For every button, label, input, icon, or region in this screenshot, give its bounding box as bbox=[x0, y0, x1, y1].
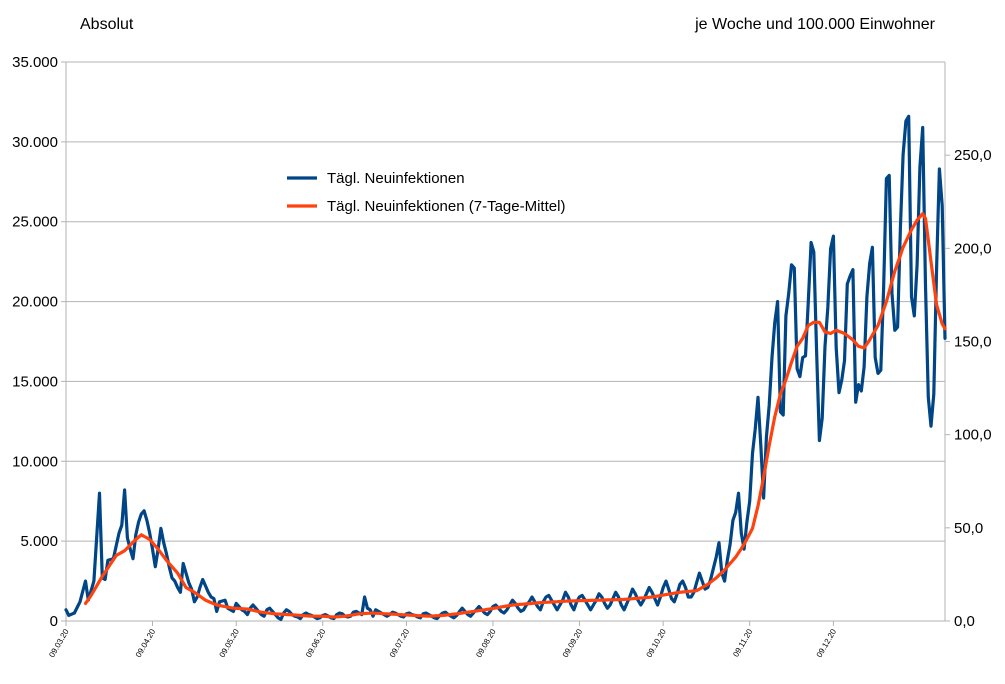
legend-label-7day-mean: Tägl. Neuinfektionen (7-Tage-Mittel) bbox=[327, 198, 565, 215]
y-left-tick-label: 35.000 bbox=[12, 54, 58, 71]
x-tick-label: 09.10.20 bbox=[645, 627, 669, 659]
x-tick-label: 09.03.20 bbox=[47, 627, 71, 659]
legend: Tägl. Neuinfektionen Tägl. Neuinfektionen… bbox=[287, 170, 565, 215]
right-axis-title: je Woche und 100.000 Einwohner bbox=[695, 16, 935, 33]
y-left-tick-label: 30.000 bbox=[12, 134, 58, 151]
y-left-tick-label: 10.000 bbox=[12, 453, 58, 470]
y-left-tick-label: 20.000 bbox=[12, 294, 58, 311]
x-tick-label: 09.09.20 bbox=[561, 627, 585, 659]
x-tick-label: 09.12.20 bbox=[815, 627, 839, 659]
x-tick-label: 09.06.20 bbox=[304, 627, 328, 659]
x-tick-label: 09.05.20 bbox=[218, 627, 242, 659]
y-left-tick-label: 15.000 bbox=[12, 373, 58, 390]
x-tick-label: 09.04.20 bbox=[134, 627, 158, 659]
series-line-daily bbox=[64, 114, 947, 621]
legend-label-daily: Tägl. Neuinfektionen bbox=[327, 170, 465, 187]
y-right-tick-label: 150,0 bbox=[954, 334, 992, 351]
x-tick-label: 09.07.20 bbox=[388, 627, 412, 659]
y-left-tick-label: 25.000 bbox=[12, 214, 58, 231]
series-line-7day-mean bbox=[83, 212, 947, 619]
y-left-tick-label: 5.000 bbox=[20, 533, 58, 550]
axes: 0 5.000 10.000 15.000 20.000 25.000 30.000 35.0… bbox=[12, 54, 991, 659]
x-tick-label: 09.08.20 bbox=[474, 627, 498, 659]
left-axis-title: Absolut bbox=[80, 16, 134, 33]
series-lines bbox=[64, 114, 947, 621]
gridlines bbox=[61, 61, 945, 622]
x-tick-label: 09.11.20 bbox=[731, 627, 754, 658]
y-right-tick-label: 250,0 bbox=[954, 147, 992, 164]
y-right-tick-label: 100,0 bbox=[954, 427, 992, 444]
y-right-tick-label: 50,0 bbox=[954, 520, 983, 537]
y-right-tick-label: 0,0 bbox=[954, 613, 975, 630]
y-left-tick-label: 0 bbox=[50, 613, 58, 630]
y-right-tick-label: 200,0 bbox=[954, 240, 992, 257]
